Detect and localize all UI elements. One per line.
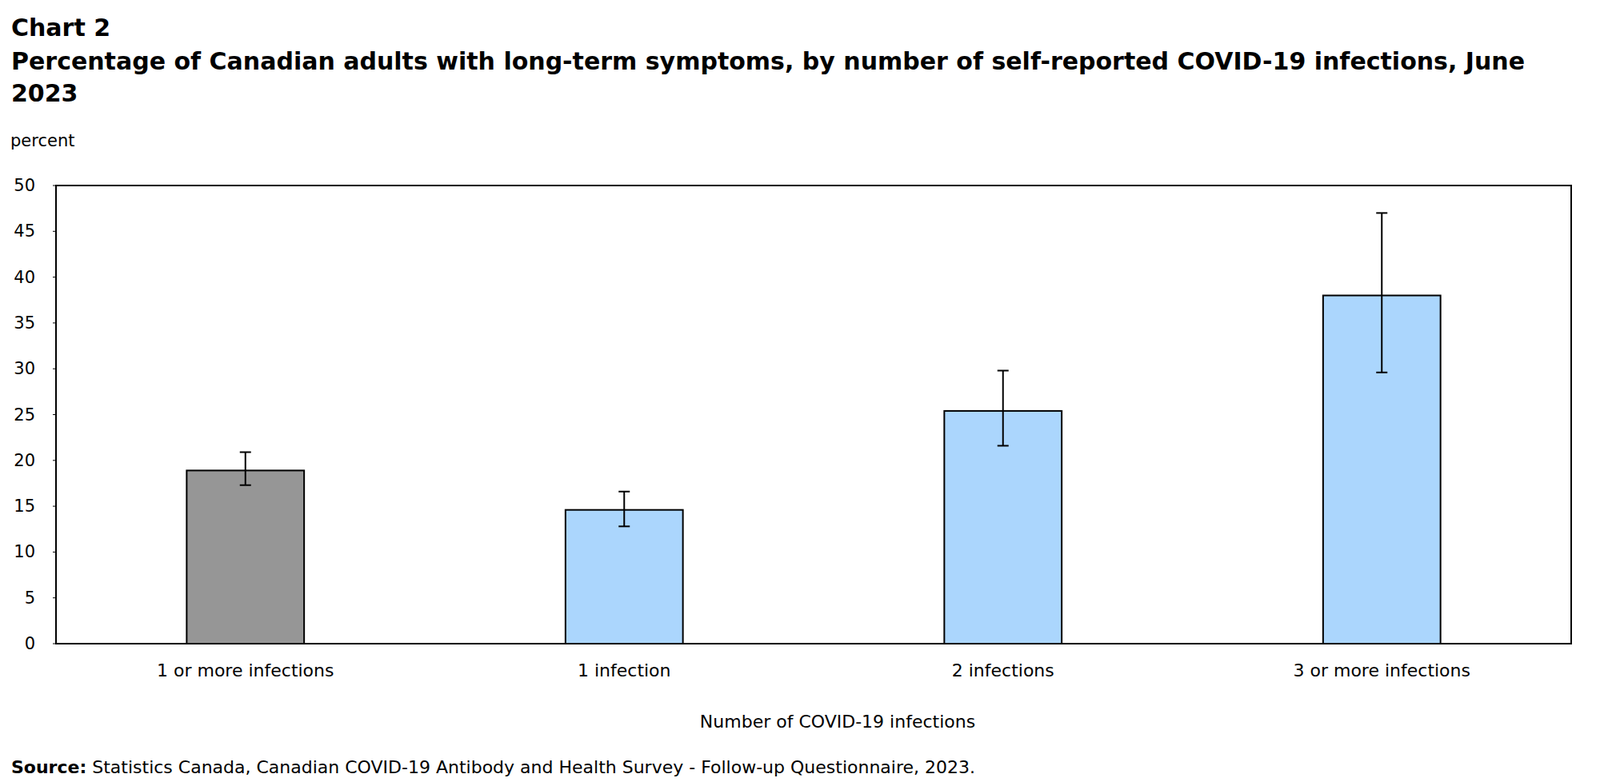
- error-bar-cap: [618, 491, 630, 493]
- y-tick-label: 15: [13, 496, 36, 516]
- error-bar-cap: [997, 444, 1009, 447]
- y-tick-label: 30: [13, 359, 36, 379]
- y-tick-label: 5: [24, 588, 36, 608]
- error-bar-cap: [240, 484, 252, 487]
- error-bar-cap: [1376, 212, 1388, 214]
- error-bar-cap: [618, 525, 630, 528]
- x-tick-label: 3 or more infections: [1292, 660, 1471, 681]
- error-bar: [1376, 212, 1388, 372]
- error-bar-stem: [1002, 370, 1004, 446]
- error-bar-cap: [240, 451, 252, 453]
- error-bar-stem: [1380, 212, 1383, 372]
- bar: [565, 510, 684, 644]
- y-tick-label: 35: [13, 313, 36, 333]
- bar: [944, 411, 1062, 644]
- bar: [186, 470, 304, 644]
- error-bar: [618, 492, 630, 528]
- error-bar: [997, 370, 1009, 446]
- plot-frame: [56, 185, 1572, 644]
- y-tick-label: 25: [13, 405, 36, 425]
- error-bar-stem: [623, 492, 625, 528]
- error-bar: [240, 452, 252, 485]
- error-bar-cap: [1376, 372, 1388, 374]
- x-tick-label: 2 infections: [952, 660, 1055, 681]
- subtitle: Percentage of Canadian adults with long-…: [11, 47, 1525, 108]
- x-tick-label: 1 infection: [577, 660, 672, 681]
- error-bar-stem: [244, 452, 247, 485]
- x-axis-label: Number of COVID-19 infections: [700, 712, 976, 732]
- y-tick-label: 45: [13, 221, 36, 241]
- source-text: Statistics Canada, Canadian COVID-19 Ant…: [92, 757, 976, 778]
- subtitle-line: 2023: [11, 79, 79, 108]
- y-axis-label: percent: [10, 131, 75, 151]
- y-tick-label: 40: [13, 268, 36, 288]
- y-tick-label: 50: [13, 176, 36, 196]
- y-tick-label: 20: [13, 451, 36, 471]
- y-tick-label: 0: [24, 634, 36, 654]
- source-label: Source:: [11, 757, 87, 778]
- title: Chart 2: [11, 13, 111, 42]
- y-tick-label: 10: [13, 542, 36, 562]
- subtitle-line: Percentage of Canadian adults with long-…: [11, 47, 1525, 76]
- x-tick-label: 1 or more infections: [156, 660, 335, 681]
- plot-area: [186, 212, 1440, 644]
- source: Source:Statistics Canada, Canadian COVID…: [11, 757, 976, 778]
- error-bar-cap: [997, 369, 1009, 372]
